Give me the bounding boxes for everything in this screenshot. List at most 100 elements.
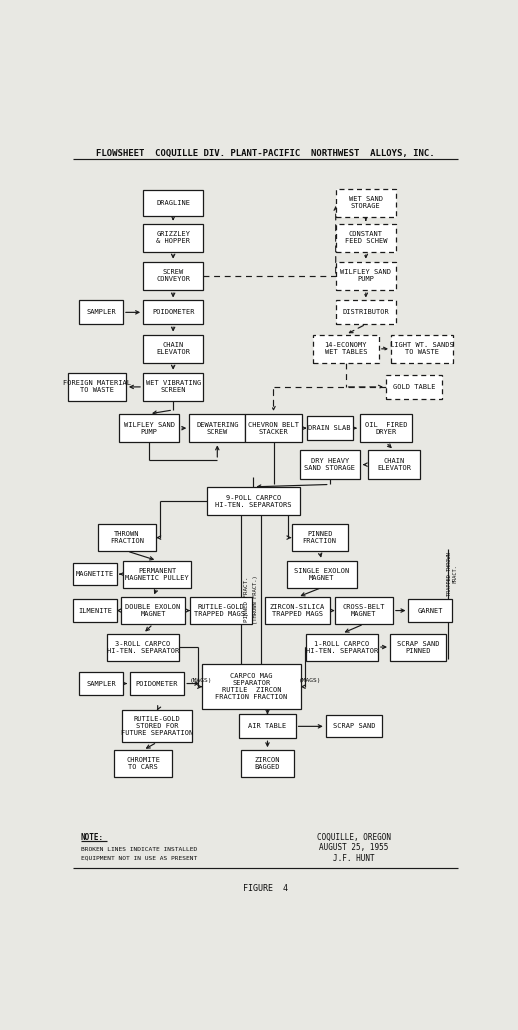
Bar bbox=[336, 301, 396, 324]
Bar bbox=[98, 524, 156, 551]
Bar bbox=[130, 673, 184, 694]
Text: AUGUST 25, 1955: AUGUST 25, 1955 bbox=[319, 844, 388, 852]
Bar bbox=[143, 224, 203, 252]
Text: ZIRCON-SILICA
TRAPPED MAGS: ZIRCON-SILICA TRAPPED MAGS bbox=[270, 604, 325, 617]
Text: 1-ROLL CARPCO
HI-TEN. SEPARATOR: 1-ROLL CARPCO HI-TEN. SEPARATOR bbox=[306, 641, 378, 654]
Bar bbox=[336, 224, 396, 252]
Text: SAMPLER: SAMPLER bbox=[86, 681, 116, 687]
Text: POIDOMETER: POIDOMETER bbox=[136, 681, 178, 687]
Bar bbox=[360, 414, 412, 443]
Text: THROWN
FRACTION: THROWN FRACTION bbox=[110, 531, 144, 544]
Text: TRAPPED THROWN
FRACT.: TRAPPED THROWN FRACT. bbox=[447, 552, 457, 596]
Text: SCREW
CONVEYOR: SCREW CONVEYOR bbox=[156, 270, 190, 282]
Bar bbox=[143, 191, 203, 215]
Bar bbox=[119, 414, 179, 443]
Text: PINNED
FRACTION: PINNED FRACTION bbox=[303, 531, 337, 544]
Bar bbox=[73, 563, 117, 585]
Bar bbox=[143, 262, 203, 290]
Text: CHROMITE
TO CARS: CHROMITE TO CARS bbox=[126, 757, 160, 770]
Bar bbox=[286, 560, 357, 587]
Text: DEWATERING
SCREW: DEWATERING SCREW bbox=[196, 421, 239, 435]
Bar bbox=[143, 373, 203, 402]
Bar bbox=[307, 416, 353, 440]
Bar bbox=[190, 597, 252, 624]
Text: RUTILE-GOLD
TRAPPED MAGS.: RUTILE-GOLD TRAPPED MAGS. bbox=[194, 604, 249, 617]
Bar bbox=[299, 450, 360, 479]
Text: WILFLEY SAND
PUMP: WILFLEY SAND PUMP bbox=[340, 270, 391, 282]
Text: CONSTANT
FEED SCHEW: CONSTANT FEED SCHEW bbox=[344, 232, 387, 244]
Text: ZIRCON
BAGGED: ZIRCON BAGGED bbox=[255, 757, 280, 770]
Bar bbox=[143, 335, 203, 364]
Bar bbox=[114, 750, 172, 777]
Text: DRAIN SLAB: DRAIN SLAB bbox=[308, 425, 351, 432]
Text: GRIZZLEY
& HOPPER: GRIZZLEY & HOPPER bbox=[156, 232, 190, 244]
Text: SAMPLER: SAMPLER bbox=[86, 309, 116, 315]
Bar bbox=[292, 524, 348, 551]
Bar bbox=[336, 188, 396, 217]
Text: POIDOMETER: POIDOMETER bbox=[152, 309, 194, 315]
Bar bbox=[189, 414, 246, 443]
Bar bbox=[306, 633, 378, 660]
Text: SCRAP SAND: SCRAP SAND bbox=[333, 723, 375, 729]
Text: DRAGLINE: DRAGLINE bbox=[156, 200, 190, 206]
Bar bbox=[79, 301, 123, 324]
Text: BROKEN LINES INDICATE INSTALLED: BROKEN LINES INDICATE INSTALLED bbox=[81, 847, 197, 852]
Text: 9-POLL CARPCO
HI-TEN. SEPARATORS: 9-POLL CARPCO HI-TEN. SEPARATORS bbox=[215, 494, 292, 508]
Text: WET SAND
STORAGE: WET SAND STORAGE bbox=[349, 197, 383, 209]
Text: 3-ROLL CARPCO
HI-TEN. SEPARATOR: 3-ROLL CARPCO HI-TEN. SEPARATOR bbox=[107, 641, 179, 654]
Text: SCRAP SAND
PINNED: SCRAP SAND PINNED bbox=[397, 641, 439, 654]
Text: RUTILE-GOLD
STORED FOR
FUTURE SEPARATION: RUTILE-GOLD STORED FOR FUTURE SEPARATION bbox=[121, 716, 193, 736]
Text: MAGNETITE: MAGNETITE bbox=[76, 571, 114, 577]
Text: OIL  FIRED
DRYER: OIL FIRED DRYER bbox=[365, 421, 407, 435]
Bar bbox=[391, 335, 453, 364]
Bar bbox=[336, 262, 396, 290]
Text: SINGLE EXOLON
MAGNET: SINGLE EXOLON MAGNET bbox=[294, 568, 349, 581]
Text: DOUBLE EXOLON
MAGNET: DOUBLE EXOLON MAGNET bbox=[125, 604, 181, 617]
Text: DISTRIBUTOR: DISTRIBUTOR bbox=[342, 309, 389, 315]
Bar bbox=[408, 599, 452, 622]
Text: CHEVRON BELT
STACKER: CHEVRON BELT STACKER bbox=[248, 421, 299, 435]
Bar bbox=[241, 750, 294, 777]
Bar bbox=[202, 664, 300, 709]
Text: FIGURE  4: FIGURE 4 bbox=[243, 885, 288, 893]
Text: EQUIPMENT NOT IN USE AS PRESENT: EQUIPMENT NOT IN USE AS PRESENT bbox=[81, 856, 197, 860]
Bar bbox=[207, 487, 299, 515]
Bar bbox=[265, 597, 329, 624]
Bar bbox=[121, 597, 185, 624]
Text: CHAIN
ELEVATOR: CHAIN ELEVATOR bbox=[377, 458, 411, 471]
Text: FOREIGN MATERIAL
TO WASTE: FOREIGN MATERIAL TO WASTE bbox=[63, 380, 131, 393]
Text: GOLD TABLE: GOLD TABLE bbox=[393, 384, 435, 390]
Text: CHAIN
ELEVATOR: CHAIN ELEVATOR bbox=[156, 342, 190, 355]
Bar bbox=[79, 673, 123, 694]
Bar bbox=[368, 450, 420, 479]
Bar bbox=[122, 711, 192, 743]
Bar bbox=[73, 599, 117, 622]
Bar bbox=[68, 373, 126, 402]
Bar bbox=[143, 301, 203, 324]
Bar bbox=[390, 633, 446, 660]
Text: ILMENITE: ILMENITE bbox=[78, 608, 112, 614]
Bar bbox=[313, 335, 379, 364]
Bar bbox=[386, 375, 442, 399]
Bar bbox=[335, 597, 393, 624]
Text: PINNED FRACT.: PINNED FRACT. bbox=[244, 577, 249, 622]
Bar bbox=[246, 414, 301, 443]
Text: (MAGS): (MAGS) bbox=[190, 678, 212, 683]
Text: WET VIBRATING
SCREEN: WET VIBRATING SCREEN bbox=[146, 380, 201, 393]
Text: LIGHT WT. SANDS
TO WASTE: LIGHT WT. SANDS TO WASTE bbox=[390, 342, 454, 355]
Bar bbox=[107, 633, 179, 660]
Text: CROSS-BELT
MAGNET: CROSS-BELT MAGNET bbox=[342, 604, 385, 617]
Text: NOTE:: NOTE: bbox=[81, 833, 104, 842]
Text: PERMANENT
MAGNETIC PULLEY: PERMANENT MAGNETIC PULLEY bbox=[125, 568, 189, 581]
Text: WILFLEY SAND
PUMP: WILFLEY SAND PUMP bbox=[124, 421, 175, 435]
Bar bbox=[123, 560, 191, 587]
Bar bbox=[239, 715, 296, 739]
Text: GARNET: GARNET bbox=[418, 608, 443, 614]
Text: FLOWSHEET  COQUILLE DIV. PLANT-PACIFIC  NORTHWEST  ALLOYS, INC.: FLOWSHEET COQUILLE DIV. PLANT-PACIFIC NO… bbox=[96, 148, 435, 158]
Text: 14-ECONOMY
WET TABLES: 14-ECONOMY WET TABLES bbox=[324, 342, 367, 355]
Text: DRY HEAVY
SAND STORAGE: DRY HEAVY SAND STORAGE bbox=[304, 458, 355, 471]
Text: AIR TABLE: AIR TABLE bbox=[248, 723, 286, 729]
Bar bbox=[326, 715, 382, 737]
Text: CARPCO MAG
SEPARATOR
RUTILE  ZIRCON
FRACTION FRACTION: CARPCO MAG SEPARATOR RUTILE ZIRCON FRACT… bbox=[215, 674, 287, 700]
Text: (THROWN FRACT.): (THROWN FRACT.) bbox=[253, 575, 258, 624]
